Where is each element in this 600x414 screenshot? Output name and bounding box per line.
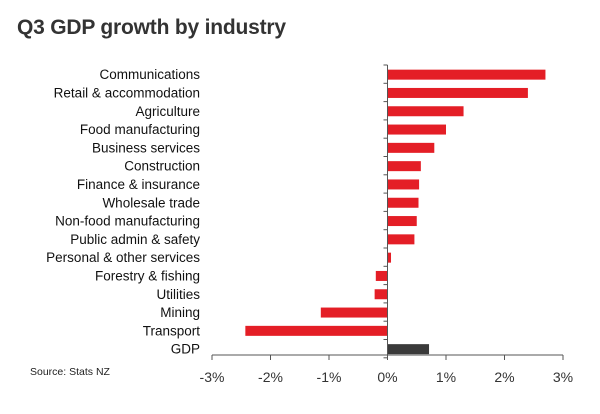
category-label: Utilities — [156, 287, 200, 302]
category-label: Transport — [143, 323, 201, 338]
category-label: Communications — [99, 67, 200, 82]
x-tick-label: 1% — [436, 369, 456, 385]
bar-utilities — [374, 289, 388, 300]
bar-food-manufacturing — [387, 124, 446, 135]
category-label: Finance & insurance — [77, 177, 200, 192]
bar-wholesale-trade — [387, 197, 419, 208]
x-tick-label: -2% — [258, 369, 283, 385]
category-label: Business services — [92, 140, 200, 155]
bar-communications — [387, 69, 546, 80]
bar-non-food-manufacturing — [387, 216, 417, 227]
category-label: Mining — [160, 305, 200, 320]
category-label: Public admin & safety — [70, 232, 200, 247]
bar-personal-other-services — [387, 252, 392, 263]
bar-forestry-fishing — [375, 270, 388, 281]
x-tick-label: -3% — [200, 369, 225, 385]
category-label: Non-food manufacturing — [55, 214, 200, 229]
x-tick-label: 2% — [494, 369, 514, 385]
category-label: Personal & other services — [46, 250, 200, 265]
bar-retail-accommodation — [387, 87, 528, 98]
category-label: Forestry & fishing — [95, 268, 200, 283]
category-label: GDP — [171, 342, 200, 357]
source-note: Source: Stats NZ — [30, 366, 110, 378]
bar-mining — [320, 307, 388, 318]
bar-gdp — [387, 344, 430, 355]
bar-construction — [387, 161, 421, 172]
bar-agriculture — [387, 106, 464, 117]
bar-transport — [245, 325, 388, 336]
category-label: Retail & accommodation — [54, 85, 200, 100]
x-tick-label: 0% — [377, 369, 397, 385]
category-label: Food manufacturing — [80, 122, 200, 137]
x-tick-label: -1% — [317, 369, 342, 385]
bar-finance-insurance — [387, 179, 420, 190]
category-label: Agriculture — [135, 104, 200, 119]
category-label: Wholesale trade — [102, 195, 200, 210]
chart-title: Q3 GDP growth by industry — [17, 16, 286, 39]
x-tick-label: 3% — [553, 369, 573, 385]
bar-business-services — [387, 142, 435, 153]
category-label: Construction — [124, 159, 200, 174]
bar-public-admin-safety — [387, 234, 415, 245]
